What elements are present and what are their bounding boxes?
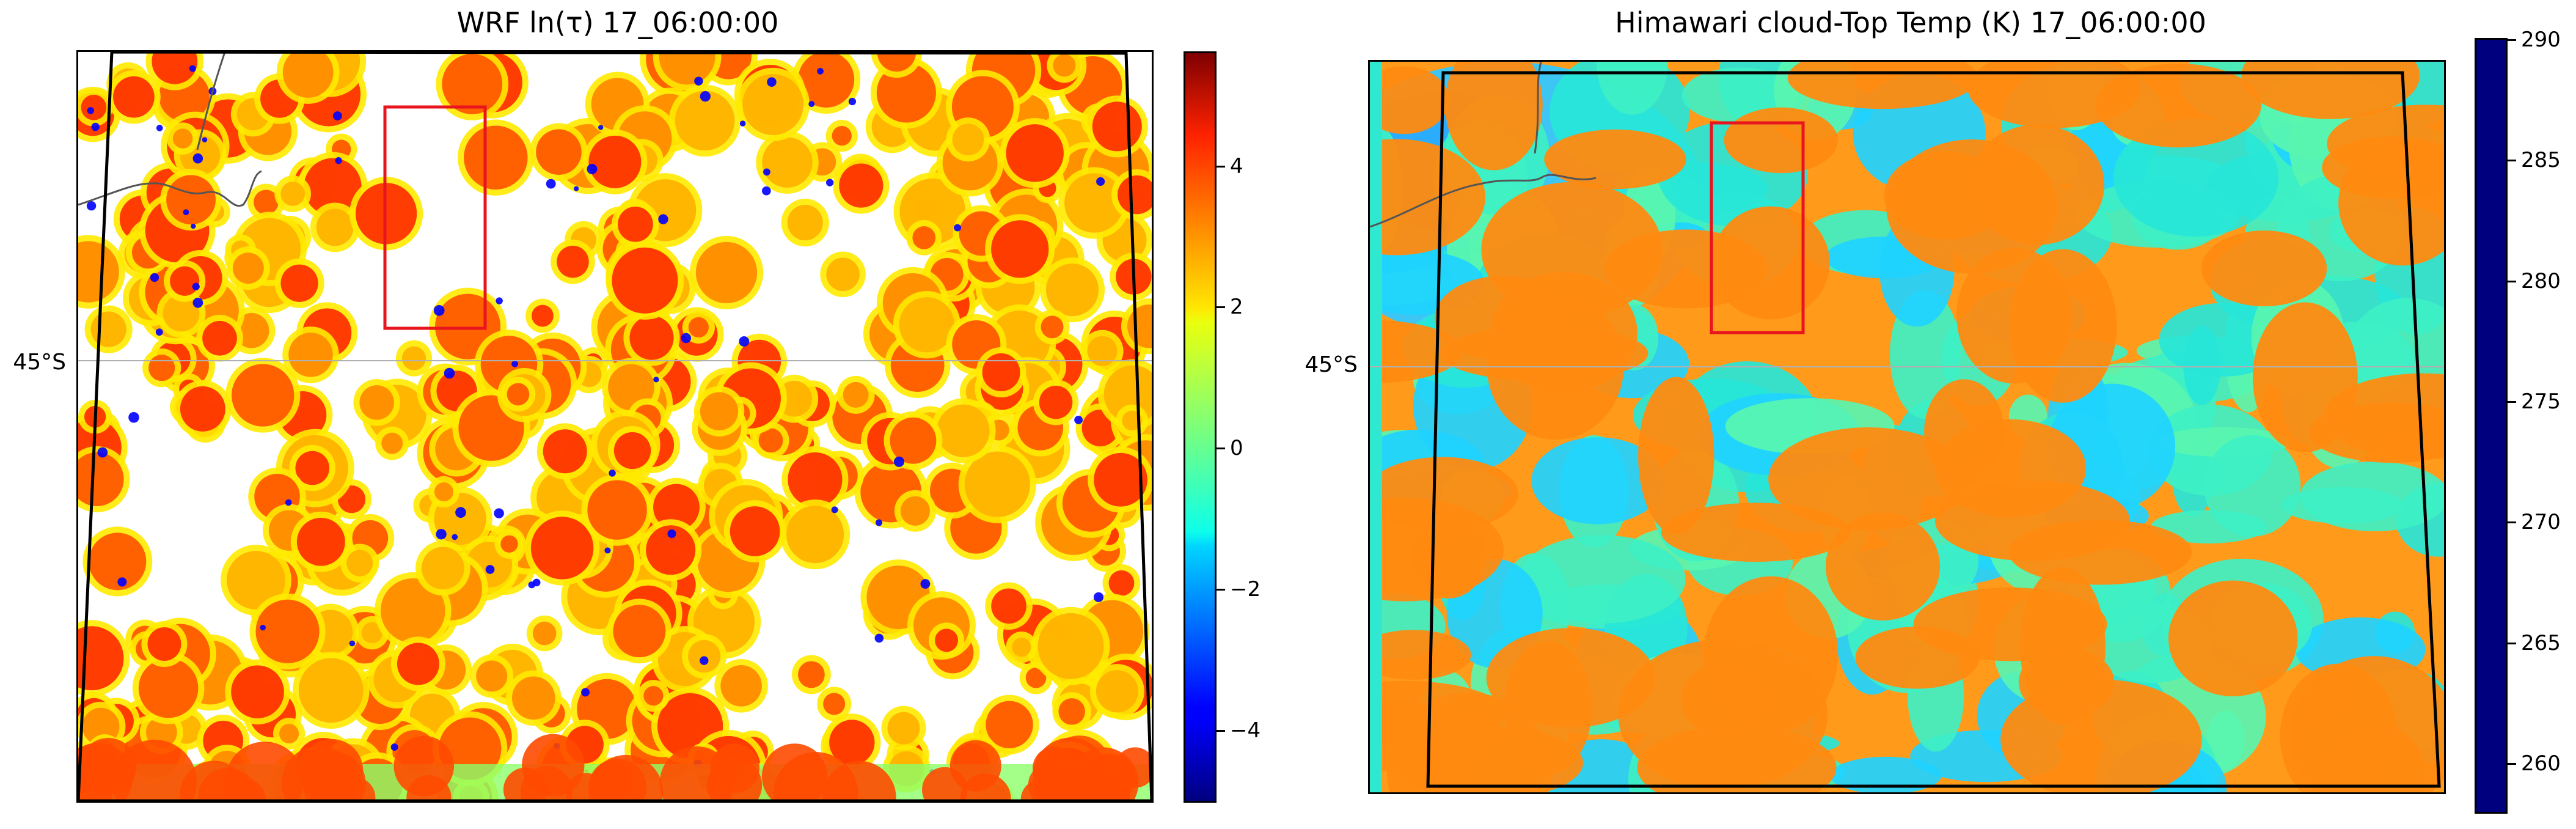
- colorbar-tick-label: 285: [2521, 148, 2561, 173]
- colorbar-tick-label: −4: [1230, 718, 1261, 743]
- right-map-image: [1370, 62, 2444, 792]
- domain-outline: [1426, 71, 2441, 788]
- colorbar-tick: [1217, 729, 1225, 732]
- right-colorbar: [2475, 38, 2508, 814]
- right-panel-title: Himawari cloud-Top Temp (K) 17_06:00:00: [1615, 6, 2206, 39]
- cloud-top-temperature-field: [1370, 62, 2444, 792]
- colorbar-tick: [1217, 588, 1225, 591]
- colorbar-tick-label: 290: [2521, 28, 2561, 52]
- colorbar-fill: [2476, 40, 2506, 812]
- colorbar-tick-label: −2: [1230, 577, 1261, 602]
- colorbar-tick: [2508, 642, 2516, 644]
- colorbar-tick: [2508, 763, 2516, 765]
- colorbar-tick-label: 2: [1230, 295, 1243, 320]
- colorbar-tick: [2508, 521, 2516, 524]
- colorbar-tick-label: 275: [2521, 389, 2561, 415]
- colorbar-tick: [2508, 280, 2516, 282]
- left-colorbar: [1184, 51, 1217, 803]
- right-map: [1368, 60, 2446, 794]
- colorbar-tick-label: 280: [2521, 268, 2561, 293]
- colorbar-tick-label: 4: [1230, 153, 1243, 179]
- left-map: [76, 50, 1154, 803]
- coastline: [1370, 62, 1597, 228]
- cloud-optical-depth-field: [78, 52, 1152, 801]
- colorbar-tick: [1217, 165, 1225, 168]
- colorbar-tick: [2508, 160, 2516, 162]
- colorbar-tick-label: 265: [2521, 630, 2561, 655]
- colorbar-tick: [2508, 401, 2516, 403]
- right-lat-label: 45°S: [1304, 352, 1358, 377]
- colorbar-tick: [1217, 448, 1225, 450]
- colorbar-tick-label: 260: [2521, 751, 2561, 776]
- domain-outline: [78, 52, 1152, 801]
- colorbar-tick-label: 0: [1230, 436, 1243, 461]
- left-colorbar-gradient: [1185, 53, 1215, 801]
- colorbar-tick: [1217, 306, 1225, 309]
- left-panel-title: WRF ln(τ) 17_06:00:00: [456, 6, 779, 39]
- subregion-box: [1710, 121, 1805, 334]
- colorbar-tick-label: 270: [2521, 510, 2561, 535]
- colorbar-tick: [2508, 39, 2516, 41]
- left-lat-label: 45°S: [13, 350, 66, 375]
- right-colorbar-gradient: [2476, 40, 2506, 812]
- left-map-image: [78, 52, 1152, 801]
- subregion-box: [383, 105, 487, 330]
- colorbar-fill: [1185, 53, 1215, 801]
- coastline: [78, 52, 262, 207]
